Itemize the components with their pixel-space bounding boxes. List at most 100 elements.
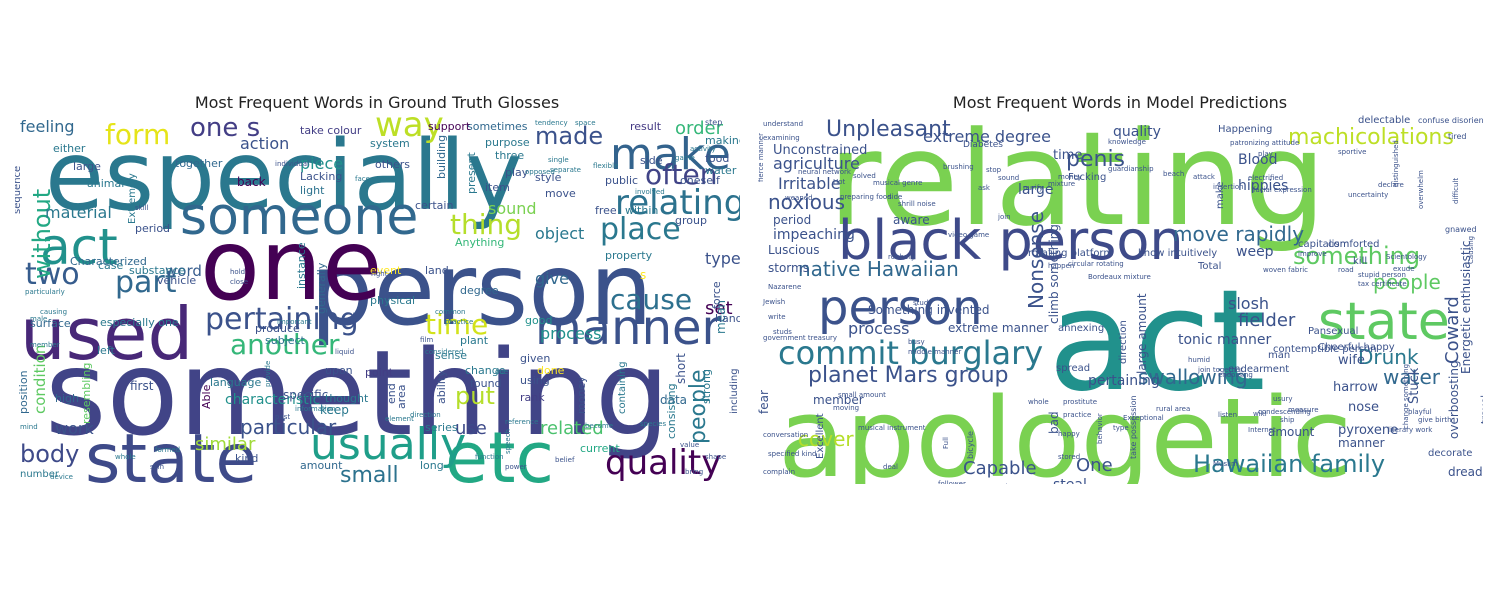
model-word-road: road xyxy=(1338,266,1354,274)
ground-truth-word-film: film xyxy=(420,336,433,344)
ground-truth-word-place: place xyxy=(600,212,681,247)
ground-truth-word-move: move xyxy=(545,187,576,200)
model-word-swallowing: swallowing xyxy=(1138,365,1248,389)
ground-truth-word-space: space xyxy=(575,119,596,127)
ground-truth-word-found: found xyxy=(470,377,502,390)
model-word-internet: Internet xyxy=(1248,426,1276,434)
model-word-examining: examining xyxy=(763,134,800,142)
ground-truth-word-point: point xyxy=(365,366,394,379)
model-word-complain: complain xyxy=(763,468,795,476)
ground-truth-word-close: close xyxy=(230,278,248,286)
ground-truth-word-game: game xyxy=(675,154,695,162)
ground-truth-word-state: state xyxy=(85,420,257,484)
ground-truth-word-work: work xyxy=(55,419,94,438)
ground-truth-word-time: time xyxy=(425,308,488,341)
ground-truth-word-period: period xyxy=(135,222,170,235)
model-word-penis: penis xyxy=(1066,147,1125,172)
ground-truth-word-often: often xyxy=(645,158,717,191)
model-word-insertion: insertion xyxy=(1213,183,1244,191)
model-word-purify: purify xyxy=(1023,184,1043,192)
model-word-preparing-food: preparing food xyxy=(840,193,892,201)
ground-truth-word-purpose: purpose xyxy=(485,136,530,149)
model-word-condescending: condescending xyxy=(1258,408,1311,416)
model-word-apologetic: apologetic xyxy=(778,374,1352,484)
ground-truth-word-used: used xyxy=(20,292,193,376)
ground-truth-word-certain: certain xyxy=(415,199,453,212)
ground-truth-word-group: group xyxy=(675,214,707,227)
model-word-commit-burglary: commit burglary xyxy=(778,334,1043,372)
ground-truth-word-order: order xyxy=(675,118,724,139)
model-word-rotating-platform: rotating platform xyxy=(1028,248,1113,259)
ground-truth-word-action: action xyxy=(240,134,289,153)
ground-truth-word-food: food xyxy=(705,152,729,165)
ground-truth-word-public: public xyxy=(605,174,638,187)
model-word-planet-mars-group: planet Mars group xyxy=(808,363,1009,388)
ground-truth-word-mind: mind xyxy=(20,423,38,431)
model-word-sound: sound xyxy=(998,174,1019,182)
ground-truth-word-reference: reference xyxy=(505,418,538,426)
ground-truth-word-strong: strong xyxy=(700,369,713,404)
ground-truth-word-cause: cause xyxy=(610,283,692,316)
ground-truth-word-piece: piece xyxy=(300,154,343,173)
model-word-type: type xyxy=(1113,424,1129,432)
ground-truth-word-water: water xyxy=(705,164,737,177)
ground-truth-word-series: series xyxy=(425,421,458,434)
model-word-exude: exude xyxy=(1393,265,1415,273)
model-word-sportive: sportive xyxy=(1338,148,1366,156)
ground-truth-word-opposed: opposed xyxy=(525,168,555,176)
ground-truth-word-hold: hold xyxy=(230,268,245,276)
model-word-stored: stored xyxy=(1058,453,1080,461)
ground-truth-word-feeling: feeling xyxy=(20,117,75,136)
model-word-native-hawaiian: native Hawaiian xyxy=(798,257,959,281)
ground-truth-word-vehicle: vehicle xyxy=(157,274,196,287)
model-word-drunk: Drunk xyxy=(1358,345,1419,369)
ground-truth-word-whole: whole xyxy=(115,453,136,461)
model-word-attack: attack xyxy=(1193,173,1216,181)
ground-truth-word-people: people xyxy=(686,369,711,444)
model-word-change-something: change something xyxy=(1402,364,1410,429)
model-word-unpleasant: Unpleasant xyxy=(826,117,951,142)
ground-truth-word-ability: ability xyxy=(435,370,448,404)
model-word-agriculture: agriculture xyxy=(773,154,860,173)
ground-truth-word-another: another xyxy=(230,328,340,361)
model-word-irritable: Irritable xyxy=(778,174,841,193)
model-word-circular-rotating: circular rotating xyxy=(1068,260,1124,268)
ground-truth-word-member: member xyxy=(30,341,60,349)
ground-truth-word-step: step xyxy=(705,118,722,127)
model-word-diabetes: Diabetes xyxy=(963,140,1003,150)
model-word-understand: understand xyxy=(763,120,803,128)
model-word-bicycle: bicycle xyxy=(966,431,975,459)
ground-truth-word-left: left xyxy=(97,344,116,357)
model-word-nazarene: Nazarene xyxy=(768,283,801,291)
ground-truth-word-amount: amount xyxy=(300,459,343,472)
model-word-overboosting: overboosting xyxy=(1447,360,1461,439)
ground-truth-word-extremely: Extremely xyxy=(127,173,138,224)
ground-truth-word-three: three xyxy=(495,149,524,162)
model-word-contemptible-person: contemptible person xyxy=(1273,344,1377,355)
model-word-harrow: harrow xyxy=(1333,380,1378,395)
model-word-guardianship: guardianship xyxy=(1108,165,1154,173)
ground-truth-word-first: first xyxy=(130,379,154,393)
model-word-hippies: hippies xyxy=(1238,178,1288,194)
ground-truth-word-specific: specific xyxy=(283,388,328,402)
model-word-middle-manner: middle manner xyxy=(908,348,961,356)
ground-truth-word-characteristic: characteristic xyxy=(225,392,320,408)
model-word-patronizing-attitude: patronizing attitude xyxy=(1230,139,1299,147)
model-word-ship: ship xyxy=(1280,416,1295,424)
model-word-large-amount: large amount xyxy=(1135,293,1149,374)
model-word-follower: follower xyxy=(938,480,966,484)
ground-truth-word-force: force xyxy=(710,281,723,309)
ground-truth-word-plant: plant xyxy=(460,334,489,347)
model-word-fear: fear xyxy=(758,390,771,414)
model-word-mixture: mixture xyxy=(1048,180,1075,188)
ground-truth-word-made: made xyxy=(535,122,603,150)
ground-truth-word-large: large xyxy=(73,160,101,173)
model-word-behavior: behavior xyxy=(1096,413,1104,444)
ground-truth-word-instance: instance xyxy=(295,242,308,289)
ground-truth-word-position: position xyxy=(17,370,30,414)
ground-truth-word-considered: considered xyxy=(425,348,463,356)
ground-truth-word-liquid: liquid xyxy=(335,348,354,356)
ground-truth-word-current: current xyxy=(580,442,620,455)
ground-truth-word-give: give xyxy=(535,269,569,288)
model-word-robbery: robbery xyxy=(888,253,915,261)
